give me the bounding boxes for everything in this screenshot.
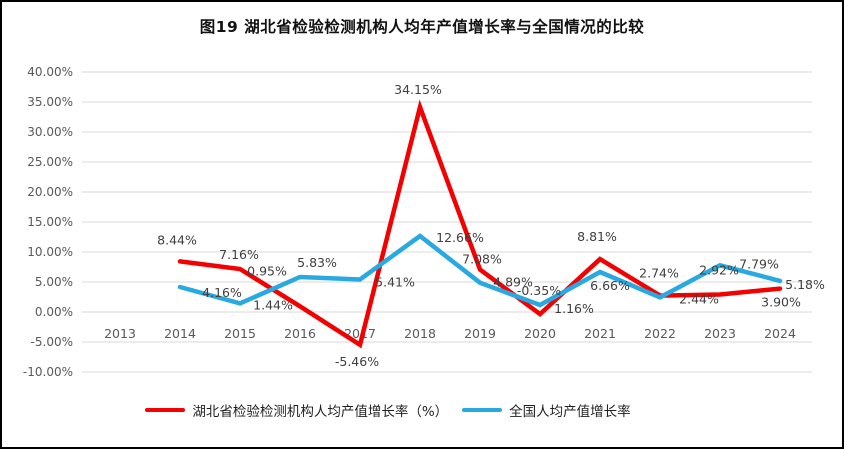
svg-text:2024: 2024 xyxy=(764,326,796,341)
legend-label-hubei: 湖北省检验检测机构人均产值增长率（%） xyxy=(192,404,449,420)
svg-text:2.92%: 2.92% xyxy=(699,263,739,278)
svg-text:2.44%: 2.44% xyxy=(679,291,719,306)
svg-text:-0.35%: -0.35% xyxy=(517,283,561,298)
svg-text:2016: 2016 xyxy=(284,326,316,341)
svg-text:2013: 2013 xyxy=(104,326,136,341)
svg-text:2023: 2023 xyxy=(704,326,736,341)
svg-text:1.16%: 1.16% xyxy=(554,301,594,316)
gridlines xyxy=(82,71,812,373)
chart-legend: 湖北省检验检测机构人均产值增长率（%） 全国人均产值增长率 xyxy=(2,400,808,420)
svg-text:4.89%: 4.89% xyxy=(493,275,533,290)
svg-text:40.00%: 40.00% xyxy=(27,65,73,79)
x-axis-labels: 2013 2014 2015 2016 2017 2018 2019 2020 2021 2022… xyxy=(104,326,796,341)
svg-text:25.00%: 25.00% xyxy=(27,155,73,169)
hubei-series-line xyxy=(177,99,783,349)
svg-text:-10.00%: -10.00% xyxy=(23,365,73,379)
svg-text:2018: 2018 xyxy=(404,326,436,341)
svg-text:2021: 2021 xyxy=(584,326,616,341)
svg-text:7.16%: 7.16% xyxy=(219,247,259,262)
national-series-line xyxy=(177,233,783,308)
legend-item-national: 全国人均产值增长率 xyxy=(462,400,631,420)
legend-swatch-hubei-red-line xyxy=(145,407,186,413)
legend-swatch-national-blue-line xyxy=(462,407,503,413)
national-series-data-labels: 4.16% 1.44% 5.83% 5.41% 12.66% 4.89% 1.16% 6.66… xyxy=(202,230,825,316)
svg-text:12.66%: 12.66% xyxy=(436,230,484,245)
svg-text:0.95%: 0.95% xyxy=(247,263,287,278)
svg-text:5.00%: 5.00% xyxy=(35,275,73,289)
svg-text:8.81%: 8.81% xyxy=(577,229,617,244)
svg-text:34.15%: 34.15% xyxy=(394,82,442,97)
hubei-series-data-labels: 8.44% 7.16%0.95% -5.46% 34.15% 7.08% -0.35% 8.… xyxy=(157,82,801,369)
chart-title: 图19 湖北省检验检测机构人均年产值增长率与全国情况的比较 xyxy=(199,18,645,36)
y-axis-labels: 40.00% 35.00% 30.00% 25.00% 20.00% 15.00% 10.0… xyxy=(23,65,73,379)
svg-text:35.00%: 35.00% xyxy=(27,95,73,109)
svg-text:2020: 2020 xyxy=(524,326,556,341)
svg-text:15.00%: 15.00% xyxy=(27,215,73,229)
svg-text:5.83%: 5.83% xyxy=(297,255,337,270)
svg-text:-5.46%: -5.46% xyxy=(335,354,379,369)
svg-text:2022: 2022 xyxy=(644,326,676,341)
svg-text:2015: 2015 xyxy=(224,326,256,341)
svg-text:1.44%: 1.44% xyxy=(253,297,293,312)
svg-text:7.08%: 7.08% xyxy=(462,252,502,267)
svg-text:20.00%: 20.00% xyxy=(27,185,73,199)
svg-text:0.00%: 0.00% xyxy=(35,305,73,319)
legend-label-national: 全国人均产值增长率 xyxy=(509,404,631,420)
svg-text:2.74%: 2.74% xyxy=(639,266,679,281)
svg-text:-5.00%: -5.00% xyxy=(31,335,73,349)
svg-text:2019: 2019 xyxy=(464,326,496,341)
svg-text:2014: 2014 xyxy=(164,326,196,341)
svg-text:5.18%: 5.18% xyxy=(785,277,825,292)
svg-text:5.41%: 5.41% xyxy=(375,275,415,290)
svg-text:4.16%: 4.16% xyxy=(202,285,242,300)
svg-text:30.00%: 30.00% xyxy=(27,125,73,139)
svg-text:8.44%: 8.44% xyxy=(157,232,197,247)
svg-text:10.00%: 10.00% xyxy=(27,245,73,259)
svg-text:3.90%: 3.90% xyxy=(761,295,801,310)
svg-text:6.66%: 6.66% xyxy=(590,278,630,293)
svg-text:7.79%: 7.79% xyxy=(739,256,779,271)
legend-item-hubei: 湖北省检验检测机构人均产值增长率（%） xyxy=(145,400,448,420)
